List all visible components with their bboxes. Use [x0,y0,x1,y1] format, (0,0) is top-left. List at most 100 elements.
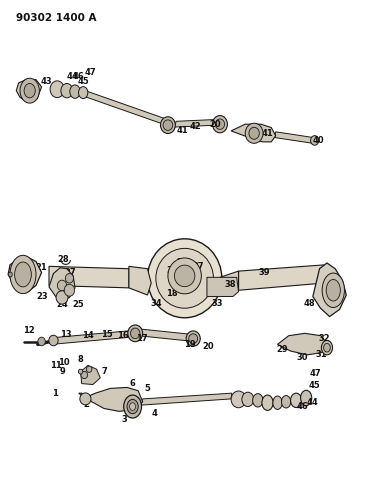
Ellipse shape [301,390,312,406]
Text: 11: 11 [50,361,62,371]
Text: 31: 31 [315,350,327,360]
Text: 7: 7 [102,367,108,376]
Text: 5: 5 [145,384,150,393]
Ellipse shape [61,84,73,98]
Text: 39: 39 [258,268,270,277]
Text: 25: 25 [72,300,84,309]
Ellipse shape [24,84,35,98]
Polygon shape [175,120,218,127]
Text: 40: 40 [313,136,324,145]
Polygon shape [81,365,100,384]
Polygon shape [49,266,129,288]
Ellipse shape [249,127,259,139]
Ellipse shape [9,272,12,277]
Text: 37: 37 [192,262,204,271]
Text: 36: 36 [167,265,178,275]
Text: 44: 44 [307,398,319,407]
Ellipse shape [15,262,31,287]
Polygon shape [231,124,276,142]
Ellipse shape [175,265,195,287]
Text: 34: 34 [150,299,162,308]
Ellipse shape [20,78,39,103]
Text: 3: 3 [121,416,127,424]
Ellipse shape [324,343,330,352]
Text: 26: 26 [51,274,63,283]
Text: 4: 4 [152,409,158,418]
Text: 46: 46 [72,72,84,81]
Ellipse shape [87,366,92,372]
Ellipse shape [130,403,136,410]
Ellipse shape [124,395,141,418]
Ellipse shape [213,116,228,133]
Ellipse shape [131,328,140,338]
Ellipse shape [57,280,67,291]
Text: 41: 41 [261,129,273,138]
Text: 49: 49 [315,289,327,298]
Text: 12: 12 [23,326,34,336]
Ellipse shape [64,284,75,296]
Ellipse shape [245,123,263,144]
Text: 33: 33 [211,299,223,308]
Ellipse shape [147,239,222,318]
Polygon shape [220,271,238,297]
Polygon shape [141,393,232,405]
Text: 22: 22 [10,275,21,284]
Ellipse shape [262,395,273,410]
Ellipse shape [65,274,73,283]
Text: 18: 18 [166,289,178,298]
Ellipse shape [322,273,344,308]
Text: 27: 27 [65,268,76,277]
Polygon shape [49,268,75,301]
Ellipse shape [168,258,201,294]
Ellipse shape [160,117,175,133]
Text: 19: 19 [184,340,195,349]
Text: 15: 15 [101,330,113,339]
Text: 8: 8 [78,355,84,364]
Text: 43: 43 [40,77,52,85]
Text: 45: 45 [309,382,320,390]
Text: 20: 20 [202,342,214,351]
Ellipse shape [282,396,291,408]
Text: 24: 24 [56,300,68,309]
Text: 47: 47 [310,369,322,378]
Ellipse shape [273,396,282,409]
Text: 29: 29 [276,345,288,354]
Ellipse shape [128,325,142,342]
Ellipse shape [231,391,246,408]
Ellipse shape [291,393,302,408]
Ellipse shape [253,394,263,407]
Ellipse shape [49,335,58,346]
Ellipse shape [326,279,340,301]
Ellipse shape [80,393,91,405]
Text: 44: 44 [66,72,78,81]
Text: 90302 1400 A: 90302 1400 A [16,12,96,23]
Polygon shape [138,329,196,341]
Text: 45: 45 [77,77,89,85]
Ellipse shape [38,337,45,346]
Text: 9: 9 [59,367,65,376]
Ellipse shape [81,372,88,379]
Polygon shape [238,265,324,290]
Ellipse shape [189,334,198,343]
Polygon shape [278,333,328,355]
Polygon shape [313,263,346,317]
Polygon shape [275,132,314,144]
Polygon shape [84,91,167,125]
Text: 46: 46 [297,402,308,411]
Text: 10: 10 [58,358,70,367]
Text: 30: 30 [297,353,308,362]
Polygon shape [207,277,238,297]
Polygon shape [129,266,151,295]
Ellipse shape [79,86,88,98]
Ellipse shape [127,399,138,414]
Ellipse shape [78,369,83,374]
Text: 6: 6 [130,379,135,388]
Text: 1: 1 [51,389,57,397]
Ellipse shape [163,120,173,131]
Text: 16: 16 [117,331,129,340]
Ellipse shape [311,136,319,145]
Ellipse shape [215,119,225,130]
Text: 47: 47 [84,68,96,77]
Ellipse shape [186,331,200,346]
Text: 21: 21 [35,263,47,272]
